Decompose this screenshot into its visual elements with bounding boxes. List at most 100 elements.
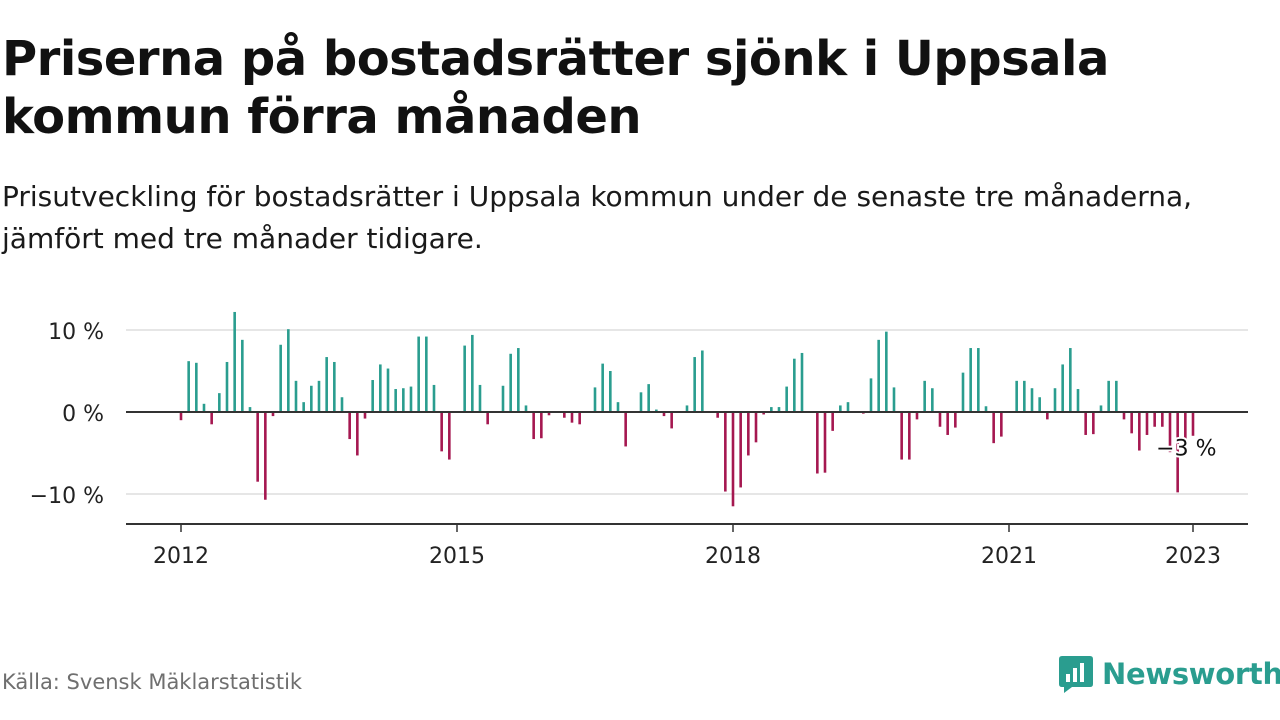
data-bar bbox=[662, 412, 666, 417]
data-bar bbox=[992, 412, 995, 444]
data-bar bbox=[179, 412, 183, 421]
data-bar bbox=[540, 412, 543, 439]
data-bar bbox=[463, 345, 466, 412]
data-bar bbox=[877, 339, 880, 412]
x-tick-label: 2021 bbox=[981, 544, 1037, 569]
data-bar bbox=[363, 412, 367, 419]
data-bar bbox=[793, 358, 796, 412]
data-bar bbox=[386, 368, 390, 412]
data-bar bbox=[1038, 397, 1041, 412]
data-bar bbox=[923, 380, 926, 412]
data-bar bbox=[1191, 412, 1195, 436]
data-bar bbox=[218, 393, 221, 412]
data-bar bbox=[601, 363, 604, 412]
chart-subtitle: Prisutveckling för bostadsrätter i Uppsa… bbox=[2, 180, 1193, 255]
data-bar bbox=[448, 412, 451, 460]
data-bar bbox=[892, 387, 896, 412]
brand-logo: Newsworthy bbox=[1058, 654, 1280, 694]
data-bar bbox=[340, 397, 344, 412]
data-bar bbox=[670, 412, 673, 429]
data-bar bbox=[379, 364, 382, 412]
data-bar bbox=[693, 357, 696, 412]
data-bar bbox=[371, 380, 374, 412]
data-bar bbox=[869, 378, 873, 412]
data-bar bbox=[310, 385, 313, 412]
data-bar bbox=[1000, 412, 1003, 437]
data-bar bbox=[1161, 412, 1164, 427]
y-tick-label: 10 % bbox=[48, 320, 104, 345]
x-tick-label: 2012 bbox=[153, 544, 209, 569]
data-bar bbox=[1076, 389, 1080, 412]
data-bar bbox=[1115, 380, 1118, 412]
data-bar bbox=[770, 407, 773, 412]
data-bar bbox=[747, 412, 750, 456]
data-bar bbox=[823, 412, 827, 473]
data-bar bbox=[724, 412, 727, 492]
data-bar bbox=[432, 384, 436, 412]
data-bar bbox=[609, 371, 612, 412]
data-bar bbox=[248, 407, 252, 412]
data-bar bbox=[294, 380, 298, 412]
chart-title: Priserna på bostadsrätter sjönk i Uppsal… bbox=[2, 31, 1109, 145]
data-bar bbox=[701, 350, 704, 412]
data-bar bbox=[287, 329, 290, 412]
source-note: Källa: Svensk Mäklarstatistik bbox=[2, 670, 303, 694]
data-bar bbox=[417, 336, 420, 412]
data-bar bbox=[1046, 412, 1049, 420]
data-bar bbox=[202, 403, 206, 412]
brand-name: Newsworthy bbox=[1102, 657, 1280, 691]
data-bar bbox=[471, 334, 474, 412]
data-bar bbox=[831, 412, 834, 431]
x-tick-label: 2015 bbox=[429, 544, 485, 569]
data-bar bbox=[524, 405, 528, 412]
data-bar bbox=[1107, 380, 1110, 412]
data-bar bbox=[394, 389, 397, 412]
data-bar bbox=[1084, 412, 1087, 435]
data-bar bbox=[317, 380, 321, 412]
data-bar bbox=[639, 392, 643, 412]
data-bar bbox=[655, 409, 658, 412]
data-bar bbox=[486, 412, 489, 425]
data-bar bbox=[616, 402, 620, 412]
data-bar bbox=[685, 405, 689, 412]
data-bar bbox=[264, 412, 267, 500]
data-bar bbox=[225, 361, 229, 412]
data-bar bbox=[402, 388, 405, 412]
data-bar bbox=[1023, 380, 1026, 412]
data-bar bbox=[570, 412, 574, 423]
data-bar bbox=[440, 412, 443, 452]
y-tick-label: −10 % bbox=[30, 484, 104, 509]
data-bar bbox=[325, 357, 328, 412]
data-bar bbox=[279, 344, 282, 412]
data-bar bbox=[624, 412, 627, 447]
data-bar bbox=[647, 384, 650, 412]
data-bar bbox=[1145, 412, 1149, 435]
data-bar bbox=[333, 361, 336, 412]
data-bar bbox=[1092, 412, 1095, 435]
data-bar bbox=[1168, 412, 1172, 453]
data-bar bbox=[425, 336, 428, 412]
data-bar bbox=[977, 348, 980, 412]
data-bar bbox=[961, 372, 965, 412]
value-annotation: −3 % bbox=[1156, 436, 1216, 461]
data-bar bbox=[210, 412, 213, 425]
data-bar bbox=[1069, 348, 1072, 412]
data-bar bbox=[1099, 405, 1103, 412]
data-bar bbox=[716, 412, 719, 418]
data-bar bbox=[777, 407, 781, 412]
data-bar bbox=[501, 385, 505, 412]
data-bar bbox=[195, 362, 198, 412]
data-bar bbox=[731, 412, 735, 507]
data-bar bbox=[271, 412, 275, 417]
data-bar bbox=[517, 348, 520, 412]
data-bar bbox=[739, 412, 742, 488]
x-tick-label: 2023 bbox=[1165, 544, 1221, 569]
data-bar bbox=[1176, 412, 1179, 493]
data-bar bbox=[563, 412, 566, 418]
data-bar bbox=[816, 412, 819, 474]
data-bar bbox=[409, 386, 413, 412]
newsworthy-logo-icon bbox=[1059, 656, 1093, 693]
data-bar bbox=[915, 412, 919, 420]
data-bar bbox=[478, 384, 482, 412]
data-bar bbox=[785, 386, 788, 412]
